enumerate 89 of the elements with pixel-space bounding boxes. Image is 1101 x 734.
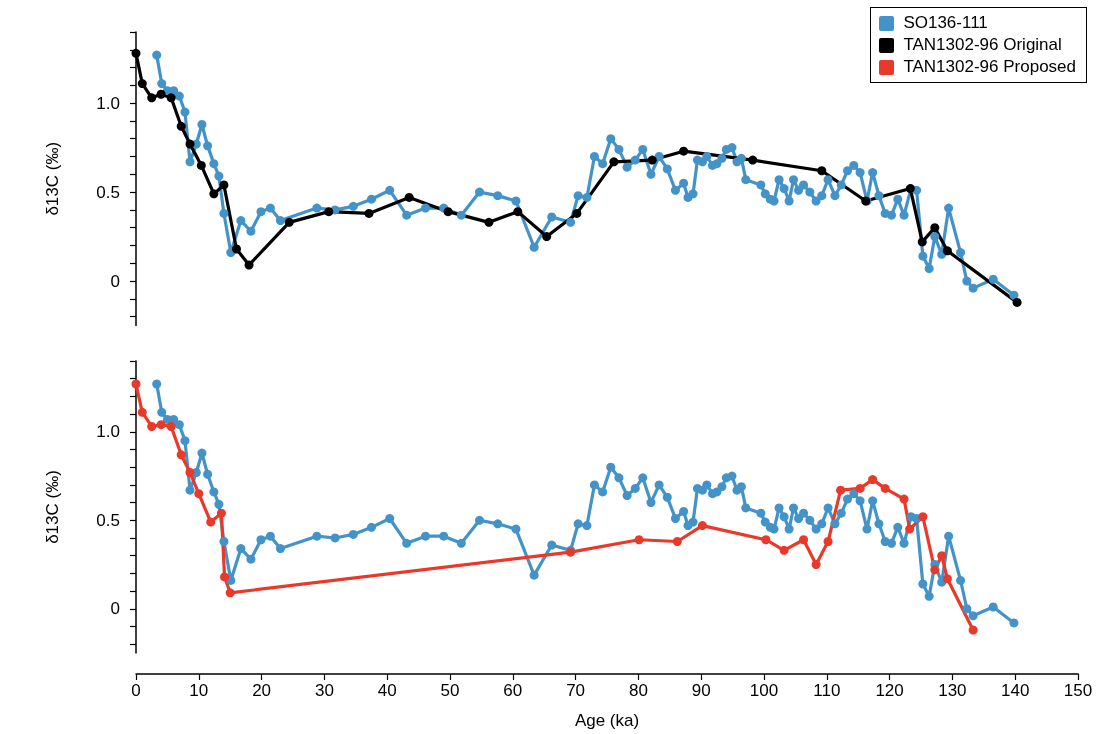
point (513, 207, 523, 217)
point (196, 160, 206, 170)
point (404, 192, 414, 202)
point (942, 246, 952, 256)
x-tick-label: 150 (1063, 681, 1093, 700)
y-axis-title: δ13C (‰) (43, 141, 62, 216)
y-tick-label: 1.0 (96, 93, 120, 113)
x-tick-label: 40 (377, 681, 397, 700)
point (225, 588, 235, 598)
y-tick-label: 0.5 (96, 510, 120, 530)
point (244, 260, 254, 270)
point (185, 139, 195, 149)
point (899, 494, 909, 504)
point (364, 208, 374, 218)
point (137, 407, 147, 417)
y-tick-label: 1.0 (96, 422, 120, 442)
point (697, 521, 707, 531)
point (817, 166, 827, 176)
y-axis-title: δ13C (‰) (43, 470, 62, 544)
point (761, 535, 771, 545)
x-tick-label: 10 (189, 681, 209, 700)
point (176, 121, 186, 131)
point (779, 545, 789, 555)
point (209, 189, 219, 199)
point (484, 217, 494, 227)
point (176, 450, 186, 460)
point (147, 421, 157, 431)
point (156, 89, 166, 99)
point (799, 535, 809, 545)
point (968, 625, 978, 635)
point (156, 420, 166, 430)
point (185, 467, 195, 477)
x-axis-title: Age (ka) (574, 711, 640, 730)
point (609, 157, 619, 167)
point (219, 180, 229, 190)
x-tick-label: 80 (628, 681, 648, 700)
point (811, 560, 821, 570)
point (748, 155, 758, 165)
point (634, 535, 644, 545)
y-tick-label: 0 (110, 271, 120, 291)
x-tick-label: 70 (566, 681, 586, 700)
point (542, 232, 552, 242)
x-tick-label: 30 (314, 681, 334, 700)
point (166, 93, 176, 103)
y-tick-label: 0.5 (96, 182, 120, 202)
x-tick-label: 140 (1001, 681, 1030, 700)
point (930, 223, 940, 233)
point (284, 217, 294, 227)
point (647, 155, 657, 165)
point (206, 517, 216, 527)
point (147, 93, 157, 103)
point (194, 489, 204, 499)
point (836, 485, 846, 495)
point (131, 379, 141, 389)
x-tick-label: 130 (938, 681, 967, 700)
point (905, 524, 915, 534)
legend-label: SO136-111 (903, 12, 988, 34)
point (880, 483, 890, 493)
point (324, 207, 334, 217)
point (443, 207, 453, 217)
y-tick-label: 0 (110, 599, 120, 619)
x-tick-label: 110 (813, 681, 841, 700)
point (672, 537, 682, 547)
point (137, 79, 147, 89)
point (937, 551, 947, 561)
point (166, 421, 176, 431)
x-tick-label: 50 (440, 681, 460, 700)
point (572, 208, 582, 218)
point (918, 512, 928, 522)
point (220, 572, 230, 582)
point (679, 146, 689, 156)
point (930, 565, 940, 575)
x-tick-label: 0 (131, 681, 141, 700)
point (823, 537, 833, 547)
point (231, 244, 241, 254)
x-tick-label: 100 (749, 681, 779, 700)
x-tick-label: 90 (691, 681, 711, 700)
x-tick-label: 120 (875, 681, 904, 700)
legend-label: TAN1302-96 Original (903, 34, 1062, 56)
point (942, 574, 952, 584)
point (855, 483, 865, 493)
point (917, 237, 927, 247)
legend-label: TAN1302-96 Proposed (903, 56, 1076, 78)
x-tick-label: 20 (252, 681, 272, 700)
point (131, 48, 141, 58)
point (216, 508, 226, 518)
point (868, 475, 878, 485)
point (1012, 297, 1022, 307)
x-tick-label: 60 (503, 681, 523, 700)
